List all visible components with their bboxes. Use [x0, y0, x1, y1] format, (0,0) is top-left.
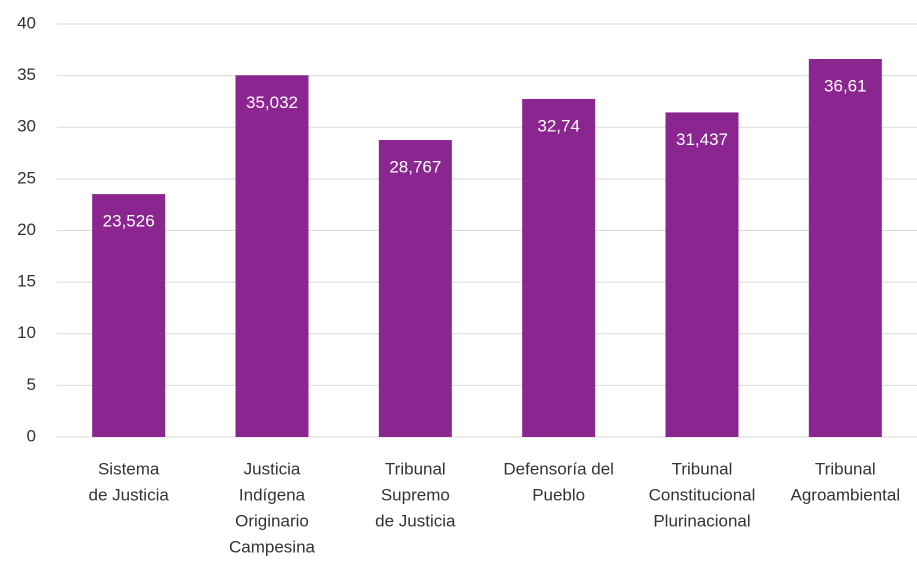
y-tick-label: 0 [27, 426, 36, 445]
y-tick-label: 15 [17, 272, 36, 291]
bar [92, 194, 166, 437]
x-tick-label: Plurinacional [653, 511, 750, 530]
x-tick-label: de Justicia [375, 511, 456, 530]
x-tick-label: Sistema [98, 459, 160, 478]
x-tick-label: Tribunal [815, 459, 876, 478]
x-tick-label: Supremo [381, 485, 450, 504]
y-tick-label: 40 [17, 13, 36, 32]
bar [808, 59, 882, 438]
bar [665, 112, 739, 438]
x-tick-label: Tribunal [385, 459, 446, 478]
y-tick-label: 20 [17, 220, 36, 239]
x-tick-label: Defensoría del [503, 459, 614, 478]
y-tick-label: 5 [27, 375, 36, 394]
x-tick-label: Campesina [229, 537, 316, 556]
value-label: 28,767 [389, 157, 441, 176]
x-tick-label: Tribunal [672, 459, 733, 478]
value-label: 23,526 [103, 212, 155, 231]
y-tick-label: 35 [17, 65, 36, 84]
x-tick-label: Agroambiental [791, 485, 901, 504]
x-tick-label: Justicia [244, 459, 301, 478]
bar [378, 139, 452, 438]
x-tick-label: Originario [235, 511, 309, 530]
value-label: 36,61 [824, 76, 867, 95]
y-tick-label: 10 [17, 323, 36, 342]
value-label: 35,032 [246, 93, 298, 112]
x-tick-label: Constitucional [649, 485, 756, 504]
value-label: 31,437 [676, 130, 728, 149]
y-tick-label: 30 [17, 117, 36, 136]
bar [522, 98, 596, 437]
x-tick-label: de Justicia [89, 485, 170, 504]
y-tick-label: 25 [17, 168, 36, 187]
x-tick-label: Pueblo [532, 485, 585, 504]
value-label: 32,74 [537, 116, 580, 135]
x-tick-label: Indígena [239, 485, 306, 504]
bar [235, 75, 309, 437]
